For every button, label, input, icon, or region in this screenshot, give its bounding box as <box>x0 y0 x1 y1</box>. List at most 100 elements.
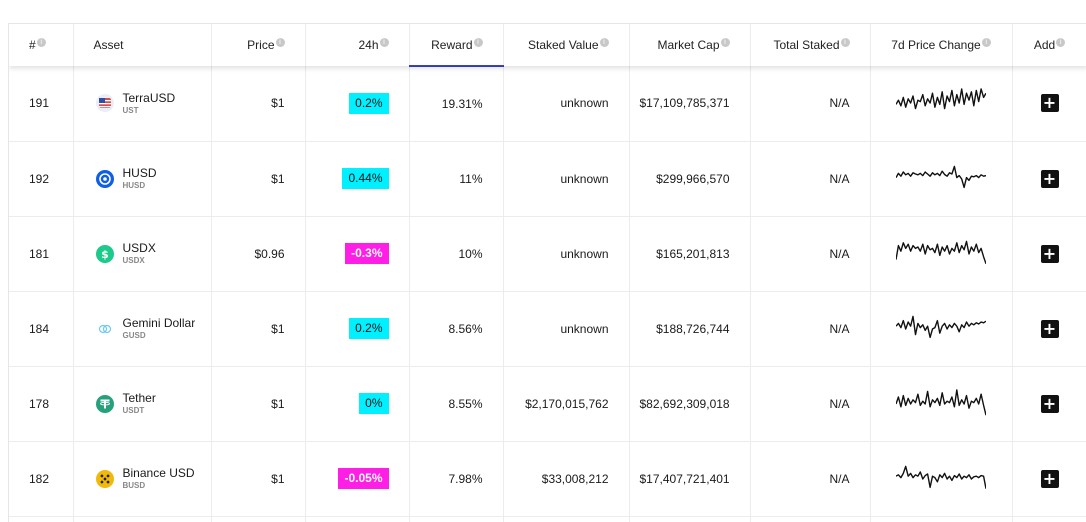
reward-value: 10% <box>458 246 483 261</box>
sparkline-cell <box>870 366 1013 442</box>
staked-value-cell: unknown <box>503 291 630 367</box>
column-header-asset[interactable]: Asset <box>73 24 212 66</box>
table-row[interactable]: 191 TerraUSD UST $1 0.2% 19.31% unknown … <box>9 66 1086 142</box>
market-cap-cell: $188,726,744 <box>629 291 751 367</box>
asset-cell[interactable]: Binance USD BUSD <box>73 441 212 517</box>
total-staked-value: N/A <box>829 171 850 186</box>
add-cell: + <box>1012 291 1086 367</box>
table-row[interactable]: 192 HUSD HUSD $1 0.44% 11% unknown $299,… <box>9 141 1086 217</box>
market-cap-value: $82,692,309,018 <box>639 396 730 411</box>
svg-text:$: $ <box>101 248 109 261</box>
asset-cell[interactable]: $ USDX USDX <box>73 216 212 292</box>
plus-icon: + <box>1042 318 1057 338</box>
asset-name[interactable]: Gemini Dollar <box>122 316 196 330</box>
asset-cell[interactable]: HUSD HUSD <box>73 141 212 217</box>
asset-name[interactable]: USDX <box>122 241 156 255</box>
column-header-add[interactable]: Add i <box>1012 24 1086 66</box>
market-cap-value: $17,407,721,401 <box>639 471 730 486</box>
column-header-24h[interactable]: 24h i <box>305 24 410 66</box>
info-icon[interactable]: i <box>379 38 389 47</box>
price-cell: $1 <box>211 66 306 142</box>
staked-value-cell: $33,008,212 <box>503 441 630 517</box>
sparkline-line <box>896 240 986 264</box>
change-24h-cell: 0.44% <box>305 141 410 217</box>
column-header-market-cap[interactable]: Market Cap i <box>629 24 751 66</box>
husd-icon <box>95 169 114 188</box>
total-staked-cell: N/A <box>750 216 871 292</box>
add-button[interactable]: + <box>1040 168 1059 188</box>
asset-symbol: UST <box>122 105 139 115</box>
info-icon[interactable]: i <box>840 38 850 47</box>
price-sparkline <box>896 240 986 264</box>
staked-value: unknown <box>560 96 609 111</box>
add-cell: + <box>1012 441 1086 517</box>
price-value: $1 <box>271 471 285 486</box>
plus-icon: + <box>1042 168 1057 188</box>
asset-cell[interactable]: Gemini Dollar GUSD <box>73 291 212 367</box>
table-row[interactable]: 178 Tether USDT $1 0% 8.55% $2,170,015,7… <box>9 366 1086 442</box>
market-cap-cell: $165,201,813 <box>629 216 751 292</box>
add-button[interactable]: + <box>1040 394 1059 413</box>
total-staked-cell: N/A <box>750 291 871 367</box>
change-24h-cell: 0.2% <box>305 291 410 367</box>
staked-value-cell: unknown <box>503 66 630 142</box>
add-button[interactable]: + <box>1040 469 1059 488</box>
column-header-rank[interactable]: # i <box>9 24 74 66</box>
column-header-total-staked[interactable]: Total Staked i <box>750 24 871 66</box>
info-icon[interactable]: i <box>275 38 285 47</box>
change-24h-cell: -0.3% <box>305 216 410 292</box>
asset-symbol: USDX <box>122 256 145 265</box>
rank-value: 191 <box>29 96 50 111</box>
rank-value: 184 <box>29 321 50 336</box>
column-header-price[interactable]: Price i <box>211 24 306 66</box>
column-header-7d-price-change[interactable]: 7d Price Change i <box>870 24 1013 66</box>
sparkline-cell <box>870 441 1013 517</box>
table-header-row: # i Asset Price i 24h i Reward i Staked Valu… <box>9 24 1086 67</box>
asset-cell[interactable]: TerraUSD UST <box>73 66 212 142</box>
asset-cell[interactable]: Tether USDT <box>73 366 212 442</box>
table-row[interactable]: 181 $ USDX USDX $0.96 -0.3% 10% unknown … <box>9 216 1086 292</box>
asset-symbol: GUSD <box>122 331 146 340</box>
info-icon[interactable]: i <box>599 38 609 47</box>
price-value: $1 <box>271 396 285 411</box>
price-value: $1 <box>271 171 285 186</box>
total-staked-cell: N/A <box>750 66 871 142</box>
total-staked-cell: N/A <box>750 141 871 217</box>
info-icon[interactable]: i <box>473 37 483 47</box>
add-button[interactable]: + <box>1040 94 1059 113</box>
add-button[interactable]: + <box>1040 318 1059 338</box>
info-icon[interactable]: i <box>36 38 46 47</box>
column-header-staked-value[interactable]: Staked Value i <box>503 24 630 66</box>
column-header-staked-value-label: Staked Value <box>528 38 599 52</box>
column-header-reward[interactable]: Reward i <box>409 24 504 67</box>
add-cell: + <box>1012 366 1086 442</box>
total-staked-value: N/A <box>829 246 850 261</box>
reward-cell: 8.55% <box>409 366 504 442</box>
add-cell: + <box>1012 216 1086 292</box>
add-button[interactable]: + <box>1040 244 1059 263</box>
market-cap-cell: $17,109,785,371 <box>629 66 751 142</box>
empty-cell <box>73 516 212 522</box>
empty-cell <box>750 516 871 522</box>
rank-cell: 178 <box>9 366 74 442</box>
asset-name[interactable]: Tether <box>122 391 156 405</box>
asset-name[interactable]: HUSD <box>122 166 157 180</box>
binance-usd-icon <box>95 469 114 488</box>
empty-cell <box>211 516 306 522</box>
column-header-price-label: Price <box>247 38 275 52</box>
market-cap-cell: $17,407,721,401 <box>629 441 751 517</box>
empty-cell <box>9 516 74 522</box>
asset-name[interactable]: Binance USD <box>122 466 195 480</box>
staked-value: unknown <box>560 321 609 336</box>
price-sparkline <box>896 88 986 110</box>
staked-value-cell: $2,170,015,762 <box>503 366 630 442</box>
info-icon[interactable]: i <box>981 38 991 47</box>
asset-name[interactable]: TerraUSD <box>122 90 176 105</box>
staked-value: $2,170,015,762 <box>525 396 609 411</box>
change-24h-badge: -0.05% <box>338 468 389 489</box>
table-row[interactable]: 182 Binance USD BUSD $1 -0.05% 7.98% $33… <box>9 441 1086 517</box>
table-row[interactable]: 184 Gemini Dollar GUSD $1 0.2% 8.56% unk… <box>9 291 1086 367</box>
info-icon[interactable]: i <box>1056 38 1066 47</box>
sparkline-cell <box>870 291 1013 367</box>
info-icon[interactable]: i <box>720 38 730 47</box>
